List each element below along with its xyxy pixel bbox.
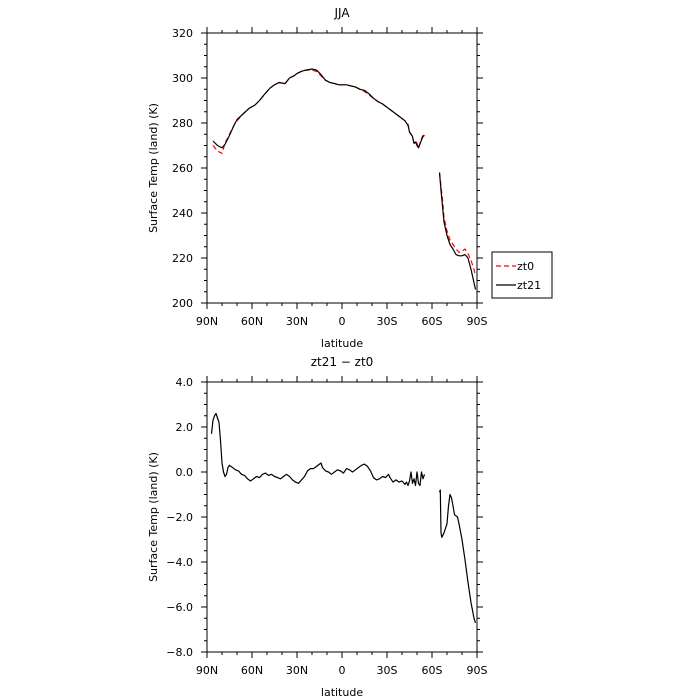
- x-tick-label: 90N: [196, 315, 218, 328]
- series-zt21-line: [438, 172, 477, 290]
- y-tick-label: 280: [172, 117, 193, 130]
- top-panel: JJA 90N 60N 30N 0 30S 60S 90S 200 220 240 260 280 300…: [147, 6, 553, 350]
- y-axis-label: Surface Temp (land) (K): [147, 103, 160, 233]
- chart-title: JJA: [333, 6, 350, 20]
- y-tick-label: 320: [172, 27, 193, 40]
- x-tick-label: 0: [339, 315, 346, 328]
- x-tick-label: 0: [339, 664, 346, 677]
- x-tick-label: 60N: [241, 664, 263, 677]
- x-axis-label: latitude: [321, 337, 363, 350]
- series-zt21-line: [212, 68, 425, 149]
- y-tick-label: 4.0: [176, 376, 194, 389]
- bottom-panel: zt21 − zt0 90N 60N 30N 0 30S 60S 90S −8.0 −6.0 −4.…: [147, 355, 488, 699]
- x-tick-label: 30N: [286, 664, 308, 677]
- y-tick-label: −6.0: [166, 601, 193, 614]
- legend-label-zt21: zt21: [517, 279, 541, 292]
- series-line: [210, 412, 426, 487]
- legend-box: [491, 251, 553, 299]
- y-tick-label: 260: [172, 162, 193, 175]
- x-tick-label: 60S: [422, 664, 443, 677]
- y-tick-label: 0.0: [176, 466, 194, 479]
- legend: zt0 zt21: [491, 251, 553, 299]
- x-axis-label: latitude: [321, 686, 363, 699]
- chart-title: zt21 − zt0: [311, 355, 374, 369]
- y-tick-label: 220: [172, 252, 193, 265]
- plot-frame: [206, 381, 478, 653]
- y-tick-label: −2.0: [166, 511, 193, 524]
- x-tick-label: 90N: [196, 664, 218, 677]
- y-tick-label: 300: [172, 72, 193, 85]
- plot-frame: [206, 32, 478, 304]
- x-tick-label: 30S: [377, 664, 398, 677]
- y-tick-label: −4.0: [166, 556, 193, 569]
- x-tick-label: 60N: [241, 315, 263, 328]
- x-tick-label: 30S: [377, 315, 398, 328]
- y-axis-label: Surface Temp (land) (K): [147, 452, 160, 582]
- y-tick-label: 240: [172, 207, 193, 220]
- series-line: [438, 489, 477, 623]
- x-tick-label: 90S: [467, 664, 488, 677]
- y-tick-label: 2.0: [176, 421, 194, 434]
- y-tick-label: −8.0: [166, 646, 193, 659]
- legend-label-zt0: zt0: [517, 260, 534, 273]
- x-tick-label: 90S: [467, 315, 488, 328]
- x-tick-label: 30N: [286, 315, 308, 328]
- x-tick-label: 60S: [422, 315, 443, 328]
- y-tick-label: 200: [172, 297, 193, 310]
